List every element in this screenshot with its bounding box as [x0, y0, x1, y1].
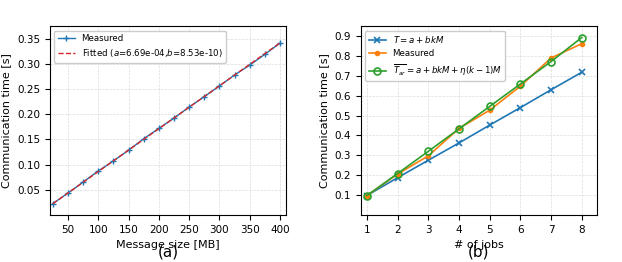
- $\overline{T_{ar}} = a + bkM + \eta(k-1)M$: [363, 194, 371, 197]
- Measured: [49, 202, 57, 205]
- Measured: [246, 63, 254, 67]
- Measured: [80, 181, 87, 184]
- Fitted ($a$=6.69e-04,$b$=8.53e-10): [184, 106, 192, 110]
- $T = a + bkM$: [578, 71, 585, 74]
- $T = a + bkM$: [517, 106, 524, 109]
- Measured: [155, 127, 162, 130]
- Line: $\overline{T_{ar}} = a + bkM + \eta(k-1)M$: $\overline{T_{ar}} = a + bkM + \eta(k-1)…: [363, 34, 585, 199]
- $T = a + bkM$: [363, 194, 371, 197]
- Measured: [261, 53, 269, 56]
- Measured: [216, 84, 223, 88]
- Measured: [185, 105, 193, 108]
- Measured: [64, 192, 72, 195]
- Fitted ($a$=6.69e-04,$b$=8.53e-10): [188, 104, 196, 107]
- Fitted ($a$=6.69e-04,$b$=8.53e-10): [183, 107, 191, 110]
- $\overline{T_{ar}} = a + bkM + \eta(k-1)M$: [425, 150, 432, 153]
- Measured: [95, 170, 102, 173]
- Fitted ($a$=6.69e-04,$b$=8.53e-10): [50, 202, 57, 205]
- X-axis label: # of jobs: # of jobs: [454, 240, 504, 250]
- Y-axis label: Communication time [s]: Communication time [s]: [1, 53, 11, 188]
- Measured: [363, 194, 371, 197]
- Legend: Measured, Fitted ($a$=6.69e-04,$b$=8.53e-10): Measured, Fitted ($a$=6.69e-04,$b$=8.53e…: [54, 30, 226, 63]
- Measured: [547, 56, 555, 59]
- Measured: [140, 137, 147, 140]
- Measured: [517, 85, 524, 88]
- $T = a + bkM$: [425, 159, 432, 162]
- Measured: [578, 42, 585, 45]
- Measured: [109, 159, 117, 162]
- Measured: [125, 149, 132, 152]
- $T = a + bkM$: [394, 176, 401, 179]
- $T = a + bkM$: [486, 123, 493, 127]
- $\overline{T_{ar}} = a + bkM + \eta(k-1)M$: [547, 60, 555, 63]
- Line: Fitted ($a$=6.69e-04,$b$=8.53e-10): Fitted ($a$=6.69e-04,$b$=8.53e-10): [53, 43, 280, 204]
- Text: (b): (b): [468, 244, 490, 259]
- Line: Measured: Measured: [50, 40, 283, 206]
- $\overline{T_{ar}} = a + bkM + \eta(k-1)M$: [486, 105, 493, 108]
- Measured: [394, 173, 401, 176]
- Measured: [200, 95, 208, 98]
- Legend: $T = a + bkM$, Measured, $\overline{T_{ar}} = a + bkM + \eta(k-1)M$: $T = a + bkM$, Measured, $\overline{T_{a…: [365, 30, 505, 81]
- Measured: [170, 117, 178, 120]
- X-axis label: Message size [MB]: Message size [MB]: [116, 240, 220, 250]
- Y-axis label: Communication time [s]: Communication time [s]: [319, 53, 329, 188]
- Line: $T = a + bkM$: $T = a + bkM$: [363, 69, 585, 199]
- Measured: [231, 73, 238, 77]
- $\overline{T_{ar}} = a + bkM + \eta(k-1)M$: [517, 83, 524, 86]
- Measured: [276, 41, 284, 45]
- Text: (a): (a): [157, 244, 179, 259]
- Fitted ($a$=6.69e-04,$b$=8.53e-10): [255, 56, 262, 59]
- Fitted ($a$=6.69e-04,$b$=8.53e-10): [49, 202, 57, 205]
- Measured: [486, 109, 493, 112]
- Fitted ($a$=6.69e-04,$b$=8.53e-10): [241, 67, 248, 70]
- Line: Measured: Measured: [363, 40, 586, 200]
- Fitted ($a$=6.69e-04,$b$=8.53e-10): [276, 41, 284, 45]
- $\overline{T_{ar}} = a + bkM + \eta(k-1)M$: [394, 172, 401, 175]
- $T = a + bkM$: [547, 88, 555, 91]
- Measured: [455, 127, 463, 130]
- $T = a + bkM$: [455, 141, 463, 145]
- $\overline{T_{ar}} = a + bkM + \eta(k-1)M$: [578, 36, 585, 39]
- $\overline{T_{ar}} = a + bkM + \eta(k-1)M$: [455, 127, 463, 130]
- Measured: [425, 154, 432, 157]
